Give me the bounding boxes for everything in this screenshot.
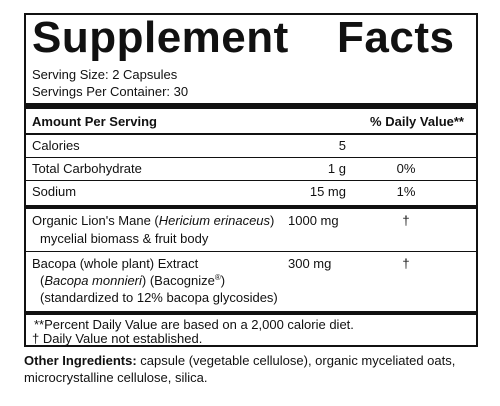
header-rule <box>26 133 476 135</box>
supplement-facts-panel: Supplement Facts Serving Size: 2 Capsules… <box>24 13 478 347</box>
row-sodium-name: Sodium <box>32 184 77 199</box>
serving-size: Serving Size: 2 Capsules <box>32 67 178 82</box>
bacopa-paren-close: ) <box>220 273 226 288</box>
lions-mane-dv: † <box>402 213 410 228</box>
title-word-supplement: Supplement <box>32 13 289 62</box>
bacopa-name: Bacopa (whole plant) Extract <box>32 256 199 271</box>
other-ingredients: Other Ingredients: capsule (vegetable ce… <box>24 353 484 369</box>
footnote-daily-value-basis: **Percent Daily Value are based on a 2,0… <box>34 317 354 332</box>
footnote-not-established: † Daily Value not established. <box>32 331 203 346</box>
other-ingredients-line2: microcrystalline cellulose, silica. <box>24 370 208 385</box>
panel-title: Supplement Facts <box>32 10 472 66</box>
other-ingredients-text: capsule (vegetable cellulose), organic m… <box>136 353 456 368</box>
footer-rule <box>26 311 476 315</box>
lions-mane-name: Organic Lion's Mane (Hericium erinaceus) <box>32 213 274 229</box>
section-rule <box>26 205 476 209</box>
bacopa-standardization: (standardized to 12% bacopa glycosides) <box>40 290 278 305</box>
row-carbohydrate-dv: 0% <box>396 161 416 176</box>
row-calories-amount: 5 <box>338 138 346 153</box>
header-amount-per-serving: Amount Per Serving <box>32 114 157 129</box>
bacopa-brand: ) (Bacognize <box>141 273 215 288</box>
lions-mane-description: mycelial biomass & fruit body <box>40 231 209 246</box>
row-sodium-dv: 1% <box>396 184 416 199</box>
registered-mark: ® <box>214 273 221 282</box>
row-sodium-amount: 15 mg <box>309 184 346 199</box>
bacopa-paren-open: ( <box>40 273 45 288</box>
row-carbohydrate-amount: 1 g <box>327 161 346 176</box>
bacopa-dv: † <box>402 256 410 271</box>
lions-mane-amount: 1000 mg <box>288 213 339 228</box>
lions-mane-name-suffix: ) <box>270 213 275 228</box>
thick-rule <box>26 103 476 109</box>
row-divider <box>26 157 476 158</box>
lions-mane-name-prefix: Organic Lion's Mane ( <box>32 213 159 228</box>
bacopa-latin-line: (Bacopa monnieri) (Bacognize®) <box>40 273 225 289</box>
row-divider <box>26 180 476 181</box>
row-calories-name: Calories <box>32 138 80 153</box>
bacopa-latin-name: Bacopa monnieri <box>44 273 142 288</box>
other-ingredients-label: Other Ingredients: <box>24 353 137 368</box>
servings-per-container: Servings Per Container: 30 <box>32 84 189 99</box>
title-word-facts: Facts <box>337 13 455 62</box>
row-divider <box>26 251 476 252</box>
row-carbohydrate-name: Total Carbohydrate <box>32 161 142 176</box>
lions-mane-latin-name: Hericium erinaceus <box>158 213 271 228</box>
header-daily-value: % Daily Value** <box>370 114 464 129</box>
bacopa-amount: 300 mg <box>288 256 332 271</box>
